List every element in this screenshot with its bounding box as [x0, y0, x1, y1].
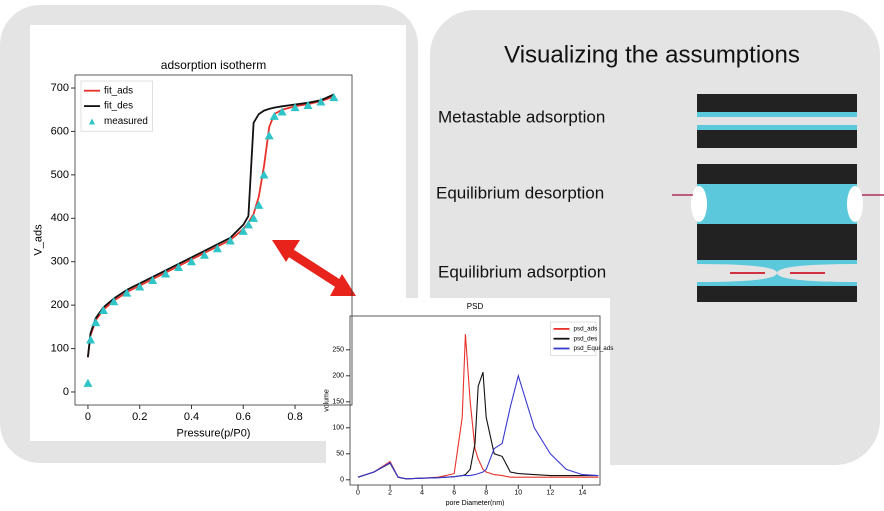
pore-diagrams — [672, 94, 884, 302]
x-tick-label: 0 — [356, 490, 360, 497]
x-tick-label: 8 — [484, 490, 488, 497]
y-tick-label: 700 — [51, 82, 69, 94]
data-point — [199, 250, 209, 259]
data-point — [148, 275, 158, 284]
data-point — [243, 220, 253, 229]
y-axis-label: volume — [324, 389, 331, 412]
y-tick-label: 150 — [332, 399, 344, 406]
x-tick-label: 0.4 — [184, 411, 199, 423]
y-tick-label: 0 — [340, 477, 344, 484]
x-tick-label: 0.8 — [287, 411, 302, 423]
series-line — [357, 373, 599, 480]
data-point — [83, 378, 93, 387]
x-tick-label: 12 — [546, 490, 554, 497]
legend-label: fit_ads — [104, 85, 133, 96]
y-tick-label: 100 — [332, 425, 344, 432]
data-point — [174, 262, 184, 271]
y-tick-label: 50 — [336, 451, 344, 458]
assumption-label: Equilibrium adsorption — [438, 262, 606, 281]
data-point — [259, 170, 269, 179]
x-tick-label: 4 — [420, 490, 424, 497]
y-tick-label: 300 — [51, 256, 69, 268]
data-point — [91, 318, 101, 327]
x-tick-label: 10 — [514, 490, 522, 497]
data-point — [225, 236, 235, 245]
y-tick-label: 200 — [332, 373, 344, 380]
data-point — [109, 297, 119, 306]
chart-title: adsorption isotherm — [161, 58, 266, 72]
x-tick-label: 0.6 — [236, 411, 251, 423]
data-point — [161, 269, 171, 278]
x-axis-label: Pressure(p/P0) — [177, 428, 251, 440]
x-tick-label: 2 — [388, 490, 392, 497]
data-point — [254, 200, 264, 209]
y-tick-label: 250 — [332, 347, 344, 354]
data-point — [303, 100, 313, 109]
chart-title: PSD — [467, 302, 484, 311]
x-tick-label: 0.2 — [132, 411, 147, 423]
data-point — [269, 111, 279, 120]
y-tick-label: 500 — [51, 169, 69, 181]
y-tick-label: 100 — [51, 342, 69, 354]
data-point — [249, 213, 259, 222]
legend-label: psd_Equi_ads — [574, 345, 614, 352]
data-point — [329, 93, 339, 102]
data-point — [135, 282, 145, 291]
data-point — [238, 226, 248, 235]
data-point — [277, 107, 287, 116]
panel-title: Visualizing the assumptions — [504, 41, 800, 68]
y-tick-label: 200 — [51, 299, 69, 311]
legend-label: measured — [104, 116, 148, 127]
series-line — [87, 93, 335, 358]
plot-frame — [74, 74, 353, 406]
data-point — [290, 103, 300, 112]
assumption-label: Metastable adsorption — [438, 107, 605, 126]
data-point — [316, 97, 326, 106]
data-point — [212, 244, 222, 253]
legend-label: psd_ads — [574, 326, 598, 333]
data-point — [98, 305, 108, 314]
legend-label: psd_des — [574, 335, 598, 342]
data-point — [122, 288, 132, 297]
legend-label: fit_des — [104, 101, 133, 112]
y-tick-label: 600 — [51, 125, 69, 137]
plot-frame — [349, 315, 601, 486]
y-tick-label: 0 — [63, 386, 69, 398]
y-axis-label: V_ads — [33, 224, 45, 256]
y-tick-label: 400 — [51, 212, 69, 224]
data-point — [186, 257, 196, 266]
data-point — [264, 131, 274, 140]
x-tick-label: 6 — [452, 490, 456, 497]
assumption-label: Equilibrium desorption — [436, 183, 604, 202]
x-tick-label: 14 — [578, 490, 586, 497]
legend-marker — [89, 118, 95, 125]
x-tick-label: 0 — [85, 411, 91, 423]
double-arrow — [272, 240, 356, 296]
x-axis-label: pore Diameter(nm) — [446, 500, 505, 506]
data-point — [86, 335, 96, 344]
